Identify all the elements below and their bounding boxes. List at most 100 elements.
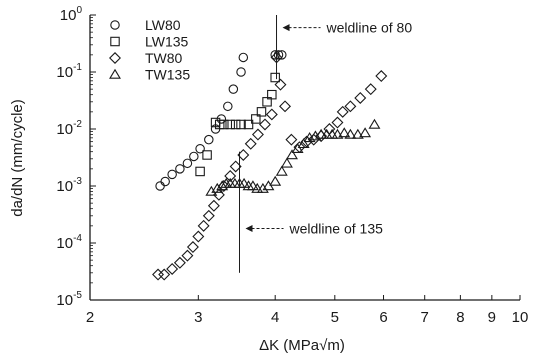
data-point-lw80 — [204, 134, 214, 145]
data-point-tw80 — [192, 230, 205, 243]
data-point-tw80 — [259, 118, 271, 131]
series-tw80 — [152, 51, 388, 281]
data-point-tw80 — [375, 70, 388, 83]
data-point-lw135 — [219, 119, 229, 130]
y-axis-ticks: 100 10-1 10-2 10-3 10-4 10-5 — [56, 5, 96, 309]
data-point-lw135 — [256, 107, 267, 117]
data-point-lw80 — [189, 151, 199, 162]
data-point-tw135 — [286, 149, 298, 160]
annotations: weldline of 80 weldline of 135 — [239, 15, 412, 273]
data-point-lw80 — [195, 144, 205, 154]
data-point-tw80 — [354, 92, 367, 104]
y-tick-label: 10-1 — [56, 62, 82, 81]
data-point-tw80 — [323, 123, 336, 135]
data-point-tw135 — [211, 182, 224, 193]
series-tw135 — [205, 118, 381, 196]
x-axis-title: ΔK (MPa√m) — [259, 337, 345, 354]
data-point-tw135 — [331, 128, 344, 139]
data-point-lw135 — [236, 119, 246, 130]
x-axis-ticks: 2 3 4 5 6 7 8 9 10 — [86, 295, 528, 326]
x-tick-label: 6 — [379, 309, 387, 326]
data-point-lw80 — [216, 114, 227, 124]
data-point-lw135 — [270, 72, 280, 83]
data-point-tw135 — [344, 128, 357, 139]
data-point-tw135 — [251, 182, 264, 193]
y-tick-label: 10-3 — [56, 176, 82, 195]
data-point-tw80 — [279, 100, 292, 113]
x-tick-label: 9 — [488, 309, 496, 326]
y-tick-label: 10-2 — [56, 119, 82, 138]
data-point-tw80 — [344, 100, 357, 113]
data-point-tw80 — [336, 105, 349, 118]
data-point-lw80 — [160, 176, 170, 187]
data-series — [152, 50, 388, 281]
data-point-lw80 — [277, 50, 287, 60]
arrow-head — [282, 24, 290, 32]
data-point-tw135 — [280, 157, 293, 168]
data-point-tw135 — [205, 185, 218, 196]
data-point-tw80 — [331, 116, 344, 129]
data-point-tw80 — [274, 78, 287, 91]
data-point-tw135 — [216, 180, 229, 191]
data-point-lw80 — [155, 181, 165, 191]
data-point-lw135 — [251, 114, 261, 124]
legend-marker-lw135 — [110, 36, 120, 47]
x-tick-label: 4 — [271, 309, 279, 326]
x-tick-label: 8 — [456, 309, 464, 326]
data-point-tw135 — [297, 138, 310, 149]
data-point-lw80 — [238, 52, 249, 63]
data-point-lw135 — [195, 166, 205, 177]
legend-marker-tw135 — [109, 68, 121, 79]
legend-label: LW135 — [145, 34, 189, 50]
data-point-tw80 — [152, 268, 165, 281]
data-point-tw80 — [207, 199, 220, 212]
data-point-tw135 — [338, 127, 351, 138]
legend-marker-lw80 — [110, 20, 120, 30]
plot-frame — [89, 15, 520, 301]
x-tick-label: 3 — [194, 309, 202, 326]
weldline-annotation: weldline of 80 — [276, 15, 412, 80]
x-tick-label: 5 — [331, 309, 339, 326]
data-point-tw135 — [246, 180, 259, 191]
data-point-tw135 — [351, 128, 364, 139]
legend-label: LW80 — [145, 17, 181, 33]
weldline-annotation: weldline of 135 — [239, 151, 383, 273]
data-point-lw135 — [202, 150, 212, 160]
data-point-tw80 — [173, 256, 186, 269]
legend-label: TW80 — [145, 50, 183, 66]
data-point-tw80 — [186, 241, 199, 254]
y-axis-title: da/dN (mm/cycle) — [9, 99, 26, 217]
legend-label: TW135 — [145, 67, 190, 83]
data-point-tw80 — [197, 219, 210, 232]
data-point-tw135 — [291, 142, 304, 154]
data-point-lw135 — [262, 97, 272, 107]
y-tick-label: 10-4 — [56, 233, 82, 252]
data-point-lw135 — [230, 119, 241, 130]
series-lw135 — [195, 72, 280, 177]
data-point-tw135 — [238, 177, 251, 188]
data-point-lw80 — [175, 164, 185, 174]
x-tick-label: 2 — [86, 309, 94, 326]
data-point-lw80 — [182, 158, 193, 169]
data-point-tw135 — [275, 165, 288, 176]
data-point-tw80 — [158, 268, 171, 281]
data-point-tw80 — [285, 133, 298, 146]
data-point-lw80 — [228, 84, 239, 94]
data-point-lw135 — [267, 89, 277, 100]
data-point-lw80 — [167, 169, 177, 180]
data-point-tw135 — [256, 182, 269, 193]
data-point-tw135 — [368, 118, 381, 129]
data-point-tw80 — [364, 83, 377, 96]
data-point-lw135 — [243, 119, 254, 130]
arrow-head — [245, 224, 253, 232]
y-tick-label: 10-5 — [56, 290, 82, 309]
data-point-tw80 — [181, 249, 194, 262]
y-tick-label: 100 — [60, 5, 83, 24]
data-point-tw80 — [202, 209, 215, 222]
data-point-lw80 — [223, 101, 233, 112]
data-point-tw80 — [251, 128, 264, 141]
data-point-tw80 — [166, 263, 179, 275]
data-point-lw135 — [225, 119, 235, 130]
legend-marker-tw80 — [109, 52, 121, 64]
data-point-tw135 — [359, 127, 372, 138]
